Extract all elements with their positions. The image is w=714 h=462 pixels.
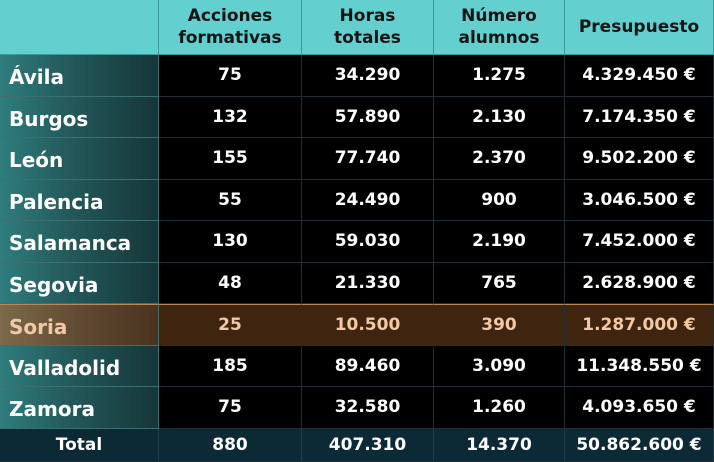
cell-presupuesto: 7.452.000 € [565, 221, 714, 263]
cell-acciones: 130 [159, 221, 302, 263]
cell-alumnos: 3.090 [434, 345, 565, 387]
header-corner [0, 0, 159, 55]
cell-acciones: 185 [159, 345, 302, 387]
cell-acciones: 25 [159, 304, 302, 346]
header-acciones-formativas: Acciones formativas [159, 0, 302, 55]
cell-horas: 57.890 [302, 96, 434, 138]
cell-horas: 32.580 [302, 387, 434, 429]
cell-presupuesto: 2.628.900 € [565, 262, 714, 304]
row-name-highlighted: Soria [0, 304, 159, 346]
header-text: formativas [178, 28, 282, 48]
cell-horas: 10.500 [302, 304, 434, 346]
cell-alumnos: 1.275 [434, 55, 565, 97]
cell-acciones: 132 [159, 96, 302, 138]
row-name: Segovia [0, 262, 159, 304]
header-numero-alumnos: Número alumnos [434, 0, 565, 55]
header-text: alumnos [458, 28, 540, 48]
header-text: Número [461, 6, 537, 26]
cell-alumnos: 2.190 [434, 221, 565, 263]
cell-presupuesto: 7.174.350 € [565, 96, 714, 138]
cell-presupuesto: 4.329.450 € [565, 55, 714, 97]
cell-alumnos: 900 [434, 179, 565, 221]
cell-alumnos: 2.130 [434, 96, 565, 138]
row-name: Zamora [0, 387, 159, 429]
header-text: Horas [339, 6, 396, 26]
row-name: Valladolid [0, 345, 159, 387]
total-presupuesto: 50.862.600 € [565, 428, 714, 462]
total-label: Total [0, 428, 159, 462]
cell-horas: 24.490 [302, 179, 434, 221]
header-horas-totales: Horas totales [302, 0, 434, 55]
row-name: Palencia [0, 179, 159, 221]
cell-horas: 21.330 [302, 262, 434, 304]
total-alumnos: 14.370 [434, 428, 565, 462]
cell-acciones: 75 [159, 55, 302, 97]
cell-presupuesto: 4.093.650 € [565, 387, 714, 429]
row-name: Ávila [0, 55, 159, 97]
cell-horas: 77.740 [302, 138, 434, 180]
row-name: León [0, 138, 159, 180]
header-text: Acciones [187, 6, 273, 26]
cell-horas: 34.290 [302, 55, 434, 97]
header-text: Presupuesto [578, 17, 700, 37]
cell-acciones: 55 [159, 179, 302, 221]
header-presupuesto: Presupuesto [565, 0, 714, 55]
cell-horas: 59.030 [302, 221, 434, 263]
cell-acciones: 48 [159, 262, 302, 304]
cell-alumnos: 2.370 [434, 138, 565, 180]
row-name: Salamanca [0, 221, 159, 263]
cell-horas: 89.460 [302, 345, 434, 387]
total-acciones: 880 [159, 428, 302, 462]
total-horas: 407.310 [302, 428, 434, 462]
cell-presupuesto: 9.502.200 € [565, 138, 714, 180]
cell-presupuesto: 3.046.500 € [565, 179, 714, 221]
cell-acciones: 155 [159, 138, 302, 180]
cell-presupuesto: 1.287.000 € [565, 304, 714, 346]
cell-presupuesto: 11.348.550 € [565, 345, 714, 387]
header-text: totales [334, 28, 401, 48]
cell-acciones: 75 [159, 387, 302, 429]
cell-alumnos: 1.260 [434, 387, 565, 429]
row-name: Burgos [0, 96, 159, 138]
cell-alumnos: 390 [434, 304, 565, 346]
cell-alumnos: 765 [434, 262, 565, 304]
